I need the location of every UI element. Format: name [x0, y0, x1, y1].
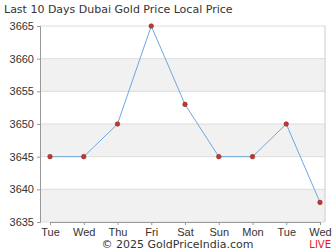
- x-tick: Mon: [242, 222, 263, 238]
- x-tick: Fri: [145, 222, 158, 238]
- x-tick-mark: [118, 222, 119, 225]
- y-tick-mark: [37, 59, 40, 60]
- y-tick: 3660: [10, 53, 40, 65]
- y-tick-label: 3645: [10, 151, 34, 163]
- y-tick: 3665: [10, 20, 40, 32]
- y-tick-mark: [37, 124, 40, 125]
- grid-band: [40, 189, 325, 222]
- price-marker: [81, 154, 86, 159]
- frame: [325, 26, 326, 222]
- grid-line: [40, 91, 325, 92]
- price-marker: [216, 154, 221, 159]
- x-tick-label: Mon: [242, 226, 263, 238]
- y-tick-mark: [37, 222, 40, 223]
- y-axis: 3635 3640 3645 3650 3655 3660 3665: [10, 20, 41, 228]
- x-tick-mark: [219, 222, 220, 225]
- price-marker: [318, 200, 323, 205]
- y-tick-label: 3635: [10, 216, 34, 228]
- price-marker: [183, 102, 188, 107]
- y-tick-label: 3655: [10, 85, 34, 97]
- y-tick-label: 3650: [10, 118, 34, 130]
- x-tick-mark: [253, 222, 254, 225]
- price-marker: [48, 154, 53, 159]
- y-axis-line: [37, 27, 41, 223]
- x-tick-label: Tue: [277, 226, 296, 238]
- x-tick-label: Wed: [73, 226, 95, 238]
- x-tick-label: Sun: [209, 226, 229, 238]
- x-tick-mark: [286, 222, 287, 225]
- price-line: [50, 26, 320, 202]
- y-tick: 3645: [10, 151, 40, 163]
- x-axis: Tue Wed Thu Fri Sat Sun Mon Tue Wed: [41, 222, 331, 238]
- grid-line: [40, 26, 325, 27]
- price-marker: [149, 24, 154, 29]
- footer-copyright: © 2025 GoldPriceIndia.com: [101, 238, 253, 250]
- x-tick-label: Fri: [145, 226, 158, 238]
- chart: 3635 3640 3645 3650 3655 3660 3665 Tue Wed Thu Fri…: [0, 0, 335, 250]
- x-tick: Tue: [41, 222, 60, 238]
- grid-line: [40, 189, 325, 190]
- y-tick: 3650: [10, 118, 40, 130]
- footer-live: LIVE: [309, 239, 331, 250]
- x-tick-mark: [50, 222, 51, 225]
- x-axis-line: [51, 223, 321, 226]
- grid: [40, 26, 325, 222]
- title: Last 10 Days Dubai Gold Price Local Pric…: [4, 3, 233, 16]
- grid-line: [40, 58, 325, 59]
- y-tick-label: 3665: [10, 20, 34, 32]
- y-tick-mark: [37, 157, 40, 158]
- x-tick: Wed: [73, 222, 95, 238]
- grid-band: [40, 59, 325, 92]
- x-tick-label: Tue: [41, 226, 60, 238]
- y-tick-mark: [37, 26, 40, 27]
- plot: [48, 24, 323, 205]
- x-tick: Sun: [209, 222, 229, 238]
- grid-band: [40, 124, 325, 157]
- x-tick-label: Wed: [309, 226, 331, 238]
- price-marker: [250, 154, 255, 159]
- price-marker: [284, 122, 289, 127]
- y-tick: 3640: [10, 183, 40, 195]
- x-tick: Tue: [277, 222, 296, 238]
- y-tick-label: 3640: [10, 183, 34, 195]
- price-marker: [115, 122, 120, 127]
- x-tick: Thu: [109, 222, 128, 238]
- y-tick: 3655: [10, 85, 40, 97]
- y-tick-mark: [37, 189, 40, 190]
- y-tick-label: 3660: [10, 53, 34, 65]
- x-tick-mark: [151, 222, 152, 225]
- x-tick-mark: [185, 222, 186, 225]
- x-tick-label: Sat: [177, 226, 194, 238]
- x-tick: Sat: [177, 222, 194, 238]
- x-tick-mark: [84, 222, 85, 225]
- y-tick: 3635: [10, 216, 40, 228]
- x-tick-mark: [320, 222, 321, 225]
- y-tick-mark: [37, 91, 40, 92]
- grid-line: [40, 124, 325, 125]
- x-tick-label: Thu: [109, 226, 128, 238]
- x-tick: Wed: [309, 222, 331, 238]
